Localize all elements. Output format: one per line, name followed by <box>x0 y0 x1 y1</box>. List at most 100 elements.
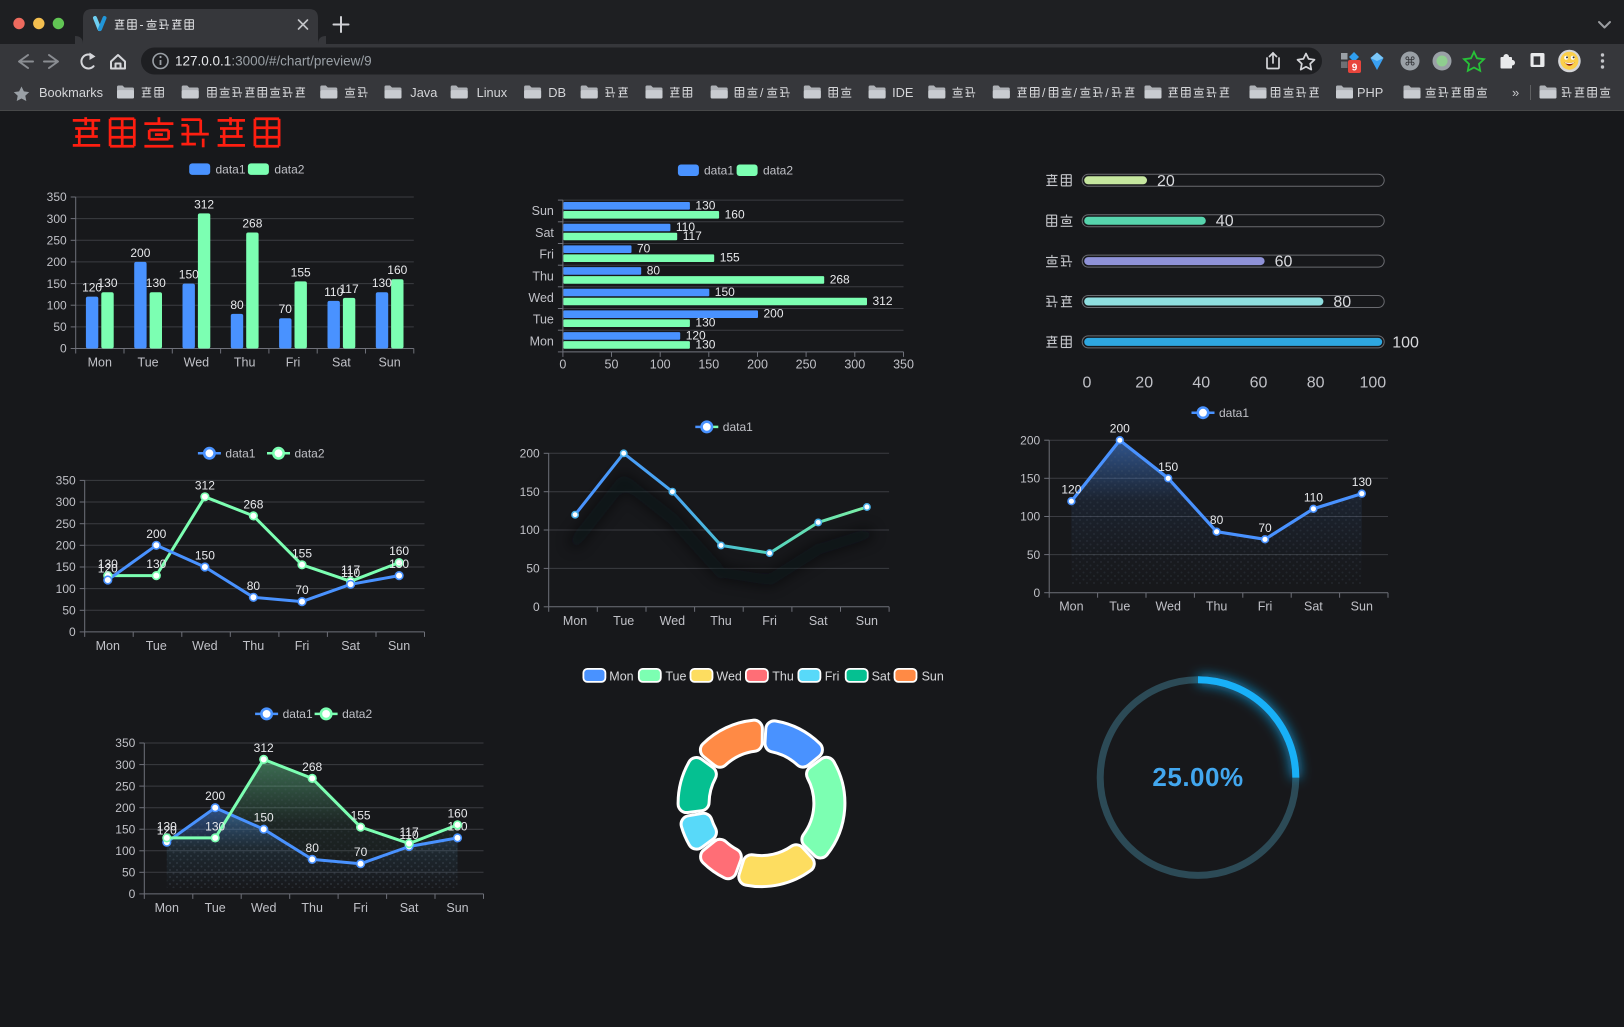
svg-text:40: 40 <box>1192 375 1210 392</box>
svg-text:117: 117 <box>400 825 419 839</box>
svg-text:200: 200 <box>747 357 768 371</box>
svg-text:312: 312 <box>195 478 215 492</box>
svg-text:Thu: Thu <box>772 669 794 683</box>
svg-text:Wed: Wed <box>1155 600 1181 614</box>
svg-text:130: 130 <box>695 198 715 212</box>
svg-text:200: 200 <box>205 789 225 803</box>
svg-text:110: 110 <box>400 828 419 842</box>
svg-text:70: 70 <box>637 242 651 256</box>
svg-text:0: 0 <box>533 600 540 614</box>
svg-text:50: 50 <box>122 866 136 880</box>
svg-text:70: 70 <box>279 302 293 316</box>
svg-text:Sat: Sat <box>1304 600 1323 614</box>
svg-text:Thu: Thu <box>710 614 732 628</box>
svg-text:Tue: Tue <box>533 313 554 327</box>
svg-text:200: 200 <box>1110 422 1130 436</box>
svg-text:268: 268 <box>242 217 262 231</box>
svg-text:100: 100 <box>1392 334 1419 351</box>
svg-text:150: 150 <box>254 811 274 825</box>
svg-text:200: 200 <box>1020 433 1040 447</box>
svg-text:100: 100 <box>56 582 76 596</box>
svg-text:Mon: Mon <box>609 669 633 683</box>
svg-text:155: 155 <box>292 546 312 560</box>
svg-text:Wed: Wed <box>251 901 277 915</box>
svg-text:Mon: Mon <box>96 639 120 653</box>
svg-text:Tue: Tue <box>665 669 686 683</box>
svg-text:350: 350 <box>893 357 914 371</box>
svg-text:Fri: Fri <box>286 356 301 370</box>
svg-text:150: 150 <box>1158 460 1178 474</box>
svg-text:Tue: Tue <box>205 901 226 915</box>
svg-text:Fri: Fri <box>353 901 368 915</box>
svg-text:0: 0 <box>60 342 67 356</box>
svg-text:127.0.0.1:3000/#/chart/preview: 127.0.0.1:3000/#/chart/preview/9 <box>175 54 372 69</box>
svg-text:20: 20 <box>1157 173 1175 190</box>
svg-text:130: 130 <box>389 557 409 571</box>
svg-text:268: 268 <box>243 497 263 511</box>
svg-text:250: 250 <box>56 517 76 531</box>
svg-text:Tue: Tue <box>138 356 159 370</box>
svg-text:130: 130 <box>97 276 117 290</box>
svg-text:Sun: Sun <box>1351 600 1373 614</box>
svg-text:268: 268 <box>830 272 850 286</box>
svg-text:50: 50 <box>1027 548 1041 562</box>
svg-text:Java: Java <box>410 85 438 100</box>
svg-text:data2: data2 <box>295 447 325 461</box>
svg-text:data1: data1 <box>283 707 313 721</box>
svg-text:Wed: Wed <box>528 291 554 305</box>
svg-text:160: 160 <box>387 263 407 277</box>
svg-text:Fri: Fri <box>295 639 310 653</box>
svg-text:120: 120 <box>98 562 118 576</box>
svg-text:Tue: Tue <box>146 639 167 653</box>
svg-text:data2: data2 <box>763 163 793 177</box>
svg-text:Sun: Sun <box>856 614 878 628</box>
svg-text:Wed: Wed <box>192 639 218 653</box>
svg-text:Wed: Wed <box>184 356 210 370</box>
svg-text:80: 80 <box>306 841 320 855</box>
svg-text:Thu: Thu <box>301 901 323 915</box>
svg-text:100: 100 <box>520 523 540 537</box>
svg-text:130: 130 <box>205 819 225 833</box>
svg-text:/: / <box>760 86 764 100</box>
svg-text:Bookmarks: Bookmarks <box>39 85 103 100</box>
svg-text:9: 9 <box>1352 63 1358 74</box>
svg-text:150: 150 <box>195 549 215 563</box>
svg-text:»: » <box>1512 85 1519 100</box>
svg-text:60: 60 <box>1275 254 1293 271</box>
svg-text:data1: data1 <box>723 420 753 434</box>
svg-text:160: 160 <box>447 806 467 820</box>
svg-text:Sat: Sat <box>400 901 419 915</box>
svg-text:Thu: Thu <box>243 639 265 653</box>
svg-text:data1: data1 <box>216 162 246 176</box>
svg-text:60: 60 <box>1250 375 1268 392</box>
svg-text:150: 150 <box>520 485 540 499</box>
svg-text:250: 250 <box>47 234 67 248</box>
svg-text:130: 130 <box>98 557 118 571</box>
svg-text:0: 0 <box>1034 586 1041 600</box>
svg-text:data1: data1 <box>704 163 734 177</box>
svg-text:300: 300 <box>47 212 67 226</box>
svg-text:100: 100 <box>650 357 671 371</box>
svg-text:data1: data1 <box>1219 406 1249 420</box>
svg-text:Mon: Mon <box>155 901 179 915</box>
svg-text:70: 70 <box>1258 521 1272 535</box>
svg-text:160: 160 <box>389 544 409 558</box>
svg-text:130: 130 <box>146 557 166 571</box>
svg-text:80: 80 <box>1210 513 1224 527</box>
svg-text:100: 100 <box>1359 375 1386 392</box>
svg-text:200: 200 <box>56 539 76 553</box>
svg-text:Fri: Fri <box>762 614 777 628</box>
svg-text:155: 155 <box>291 265 311 279</box>
svg-text:Mon: Mon <box>530 334 554 348</box>
svg-text:/: / <box>1105 86 1109 100</box>
svg-text:130: 130 <box>695 337 715 351</box>
svg-text:312: 312 <box>254 741 274 755</box>
svg-text:50: 50 <box>62 604 76 618</box>
svg-text:Sun: Sun <box>378 356 400 370</box>
svg-text:Fri: Fri <box>539 248 554 262</box>
svg-text:200: 200 <box>146 527 166 541</box>
svg-text:350: 350 <box>56 474 76 488</box>
svg-text:Sun: Sun <box>446 901 468 915</box>
svg-text:150: 150 <box>698 357 719 371</box>
svg-text:150: 150 <box>1020 472 1040 486</box>
